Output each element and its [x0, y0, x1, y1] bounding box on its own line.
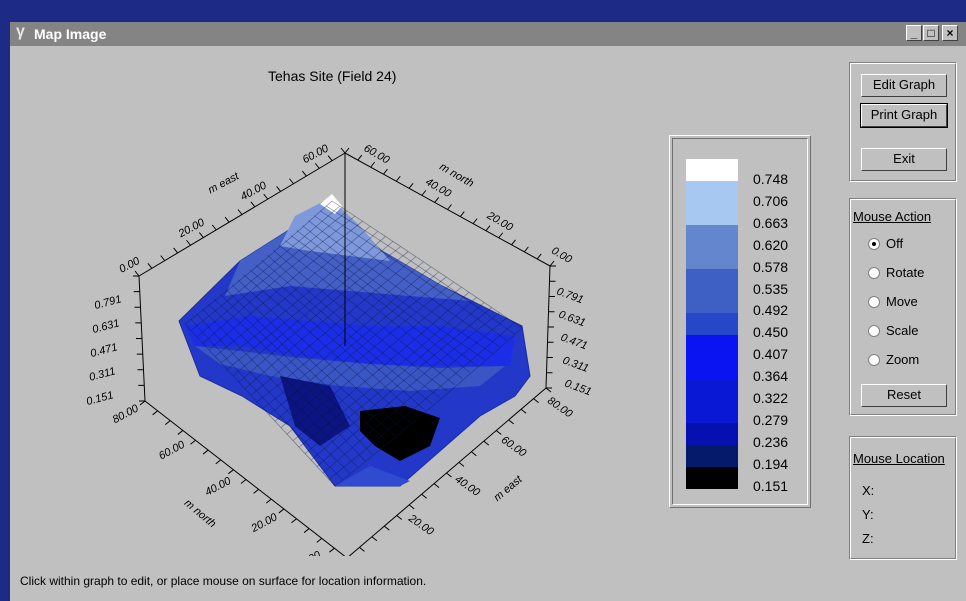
legend-value: 0.236 [753, 433, 789, 450]
axis-tick-label: 60.00 [362, 142, 393, 167]
axis-tick-label: 80.00 [111, 402, 142, 426]
axis-tick-label: 20.00 [248, 511, 280, 535]
radio-circle-icon [868, 238, 880, 250]
axis-tick-label: 20.00 [484, 209, 515, 234]
legend-values: 0.748 0.706 0.663 0.620 0.578 0.535 0.492 0.450… [753, 169, 788, 498]
print-graph-button[interactable]: Print Graph [860, 103, 948, 128]
legend-swatches [686, 159, 738, 489]
axis-tick-label: 40.00 [453, 473, 483, 499]
legend-value: 0.364 [753, 368, 789, 385]
axis-tick-label: 0.00 [117, 255, 142, 276]
legend-swatch [686, 445, 738, 467]
close-button[interactable]: × [942, 25, 958, 41]
axis-tick-label: 40.00 [423, 176, 454, 201]
legend-swatch [686, 379, 738, 401]
legend-swatch [686, 313, 738, 335]
axis-tick-label: 40.00 [203, 475, 234, 499]
location-x: X: [862, 483, 875, 498]
legend-value: 0.322 [753, 390, 789, 407]
legend-value: 0.535 [753, 280, 789, 297]
legend-value: 0.578 [753, 258, 789, 275]
legend-swatch [686, 247, 738, 269]
axis-tick-label: 40.00 [239, 179, 270, 203]
axis-tick-label: 0.00 [363, 553, 388, 556]
z-tick-label: 0.151 [563, 378, 593, 399]
z-tick-label: 0.791 [555, 286, 585, 307]
axis-title: m east [492, 473, 526, 504]
status-text: Click within graph to edit, or place mou… [20, 574, 427, 588]
legend-swatch [686, 467, 738, 489]
reset-button[interactable]: Reset [861, 384, 947, 407]
axis-tick-label: 60.00 [157, 438, 188, 462]
radio-circle-icon [868, 296, 880, 308]
exit-button[interactable]: Exit [861, 148, 947, 171]
axis-tick-label: 60.00 [301, 142, 332, 166]
legend-value: 0.492 [753, 302, 789, 319]
axis-title: m north [182, 497, 218, 530]
graph-actions-group: Edit Graph Print Graph Exit [849, 62, 957, 182]
mouse-location-label: Mouse Location [853, 451, 945, 466]
map-image-window: γ Map Image _ □ × Tehas Site (Field 24) [10, 22, 966, 601]
radio-label: Move [886, 294, 918, 309]
legend-value: 0.663 [753, 214, 789, 231]
z-tick-label: 0.631 [557, 309, 587, 330]
radio-label: Scale [886, 323, 919, 338]
legend-value: 0.194 [753, 455, 789, 472]
window-title: Map Image [34, 26, 107, 42]
z-tick-label: 0.471 [89, 341, 119, 360]
axis-tick-label: 20.00 [405, 512, 436, 539]
radio-circle-icon [868, 267, 880, 279]
edit-graph-button[interactable]: Edit Graph [861, 74, 947, 97]
z-tick-label: 0.631 [91, 317, 121, 336]
legend-value: 0.748 [753, 171, 789, 187]
y-logo-icon: γ [16, 23, 25, 40]
axis-tick-label: 80.00 [545, 395, 575, 421]
axis-tick-label: 0.00 [298, 549, 323, 556]
legend-swatch [686, 423, 738, 445]
z-tick-label: 0.151 [85, 389, 115, 408]
legend-value: 0.151 [753, 477, 789, 494]
radio-label: Off [886, 236, 904, 251]
location-y: Y: [862, 507, 874, 522]
z-tick-label: 0.311 [88, 365, 117, 384]
location-z: Z: [862, 531, 874, 546]
legend-swatch [686, 225, 738, 247]
surface-plot[interactable]: 0.00 20.00 40.00 60.00 m east 0.00 20.00 40.00 6… [10, 46, 610, 556]
radio-label: Rotate [886, 265, 925, 280]
radio-circle-icon [868, 325, 880, 337]
z-tick-label: 0.471 [559, 332, 589, 353]
mouse-action-group: Mouse Action Off Rotate Move Scale Zoom Rese… [849, 198, 957, 416]
z-tick-label: 0.791 [93, 293, 123, 312]
legend-swatch [686, 291, 738, 313]
legend-value: 0.706 [753, 192, 789, 209]
maximize-button[interactable]: □ [923, 25, 939, 41]
graph-title: Tehas Site (Field 24) [268, 68, 397, 84]
axis-tick-label: 60.00 [499, 434, 529, 460]
legend-value: 0.279 [753, 411, 789, 428]
legend-swatch [686, 401, 738, 423]
z-tick-label: 0.311 [561, 355, 590, 375]
legend-swatch [686, 357, 738, 379]
legend-swatch [686, 335, 738, 357]
radio-label: Zoom [886, 352, 920, 367]
legend-value: 0.407 [753, 346, 789, 363]
mouse-location-group: Mouse Location X: Y: Z: [849, 436, 957, 560]
legend-value: 0.620 [753, 236, 789, 253]
legend-value: 0.450 [753, 324, 789, 341]
legend-swatch [686, 203, 738, 225]
legend-swatch [686, 269, 738, 291]
surface-mesh[interactable] [178, 194, 531, 487]
radio-circle-icon [868, 354, 880, 366]
color-legend: 0.748 0.706 0.663 0.620 0.578 0.535 0.492 0.450… [669, 135, 811, 508]
mouse-action-label: Mouse Action [853, 209, 932, 224]
minimize-button[interactable]: _ [906, 25, 922, 41]
title-bar[interactable]: γ Map Image _ □ × [10, 22, 966, 46]
legend-swatch [686, 181, 738, 203]
axis-title: m east [206, 170, 242, 197]
legend-swatch [686, 159, 738, 181]
axis-tick-label: 0.00 [549, 245, 574, 267]
